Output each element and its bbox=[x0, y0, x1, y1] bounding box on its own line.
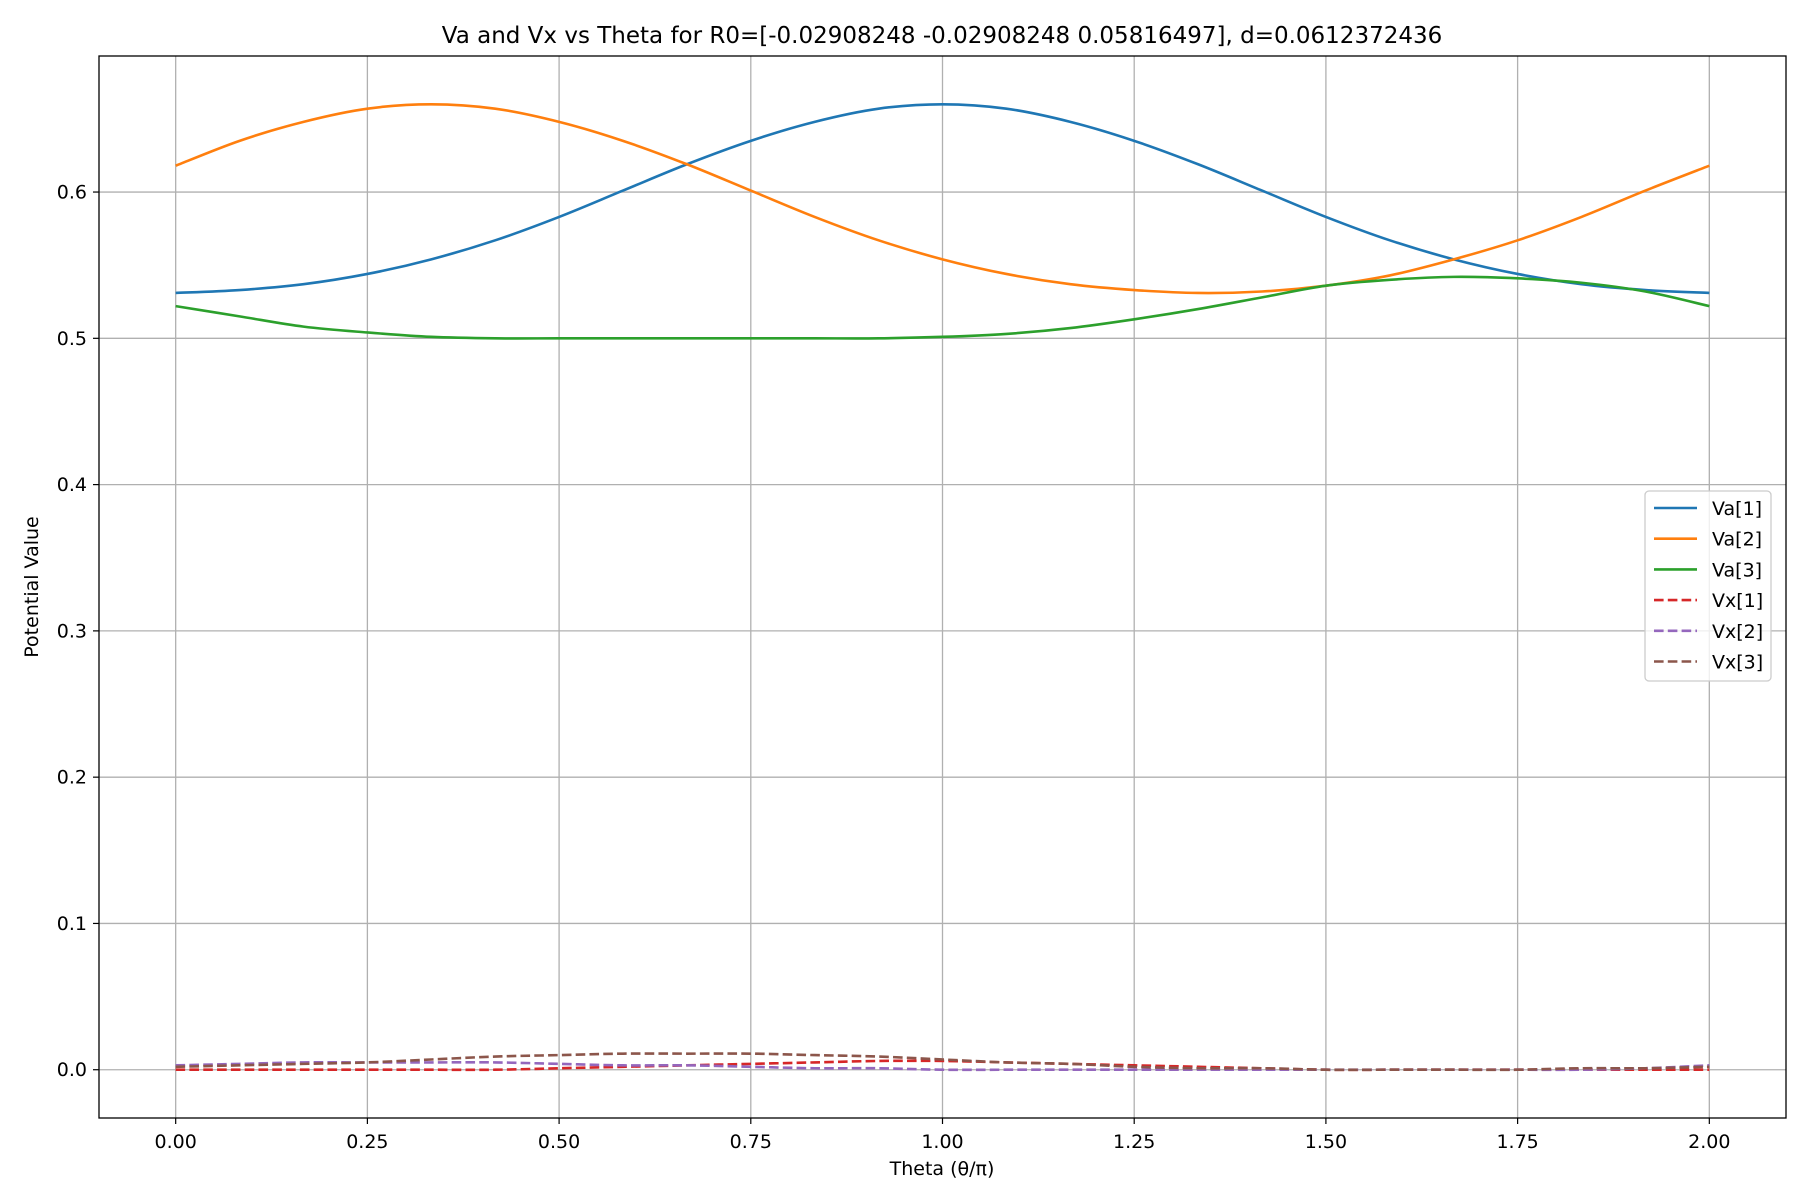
x-axis: 0.00 0.25 0.50 0.75 1.00 1.25 1.50 1.75 2.00 bbox=[155, 1118, 1730, 1153]
y-tick-label: 0.2 bbox=[57, 767, 87, 789]
legend-label: Va[3] bbox=[1712, 559, 1762, 581]
legend: Va[1] Va[2] Va[3] Vx[1] Vx[2] Vx[3] bbox=[1644, 490, 1772, 682]
series-line-va-3 bbox=[175, 275, 1710, 340]
x-tick-label: 1.50 bbox=[1305, 1131, 1347, 1153]
grid bbox=[99, 56, 1786, 1118]
x-tick-label: 1.00 bbox=[921, 1131, 963, 1153]
y-axis: 0.0 0.1 0.2 0.3 0.4 0.5 0.6 bbox=[57, 182, 99, 1081]
x-tick-label: 2.00 bbox=[1688, 1131, 1730, 1153]
y-tick-label: 0.1 bbox=[57, 913, 87, 935]
y-tick-label: 0.5 bbox=[57, 328, 87, 350]
legend-label: Vx[2] bbox=[1712, 621, 1763, 643]
legend-label: Vx[3] bbox=[1712, 652, 1763, 674]
series-line-vx-3 bbox=[175, 1052, 1710, 1072]
x-tick-label: 1.25 bbox=[1113, 1131, 1155, 1153]
x-tick-label: 0.00 bbox=[155, 1131, 197, 1153]
legend-label: Va[2] bbox=[1712, 529, 1762, 551]
chart-title: Va and Vx vs Theta for R0=[-0.02908248 -… bbox=[442, 23, 1443, 49]
series-line-va-2 bbox=[175, 102, 1710, 295]
x-tick-label: 0.25 bbox=[346, 1131, 388, 1153]
x-tick-label: 1.75 bbox=[1496, 1131, 1538, 1153]
y-tick-label: 0.3 bbox=[57, 620, 87, 642]
y-tick-label: 0.6 bbox=[57, 182, 87, 204]
legend-label: Va[1] bbox=[1712, 498, 1762, 520]
y-axis-label: Potential Value bbox=[21, 516, 43, 657]
series-layer bbox=[175, 102, 1710, 1072]
y-tick-label: 0.0 bbox=[57, 1059, 87, 1081]
x-tick-label: 0.75 bbox=[730, 1131, 772, 1153]
y-tick-label: 0.4 bbox=[57, 474, 87, 496]
x-tick-label: 0.50 bbox=[538, 1131, 580, 1153]
x-axis-label: Theta (θ/π) bbox=[889, 1158, 995, 1180]
legend-label: Vx[1] bbox=[1712, 590, 1763, 612]
